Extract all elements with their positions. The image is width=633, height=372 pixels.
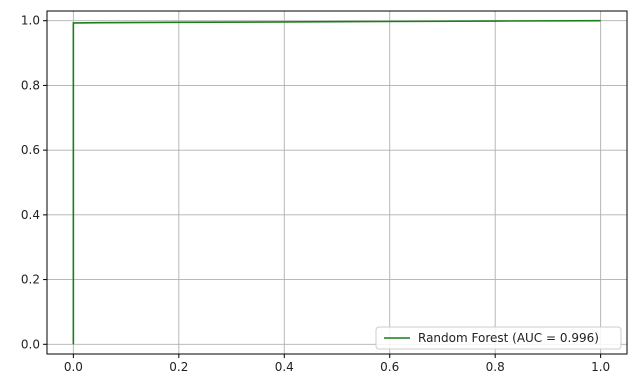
axes-layer: 0.0 0.2 0.4 0.6 0.8 1.0 0.0 0.2 0.4 0.6 0.8 1.0 [21, 10, 628, 372]
x-tick-label-5: 1.0 [591, 360, 610, 372]
x-tick-label-1: 0.2 [169, 360, 188, 372]
y-tick-label-4: 0.8 [21, 78, 40, 92]
x-tick-label-3: 0.6 [380, 360, 399, 372]
legend: Random Forest (AUC = 0.996) [375, 326, 622, 350]
y-tick-label-3: 0.6 [21, 143, 40, 157]
grid-layer [47, 11, 627, 354]
y-tick-label-2: 0.4 [21, 208, 40, 222]
y-tick-label-0: 0.0 [21, 337, 40, 351]
series-line-0 [72, 19, 601, 345]
y-tick-label-1: 0.2 [21, 273, 40, 287]
legend-label-0: Random Forest (AUC = 0.996) [418, 331, 599, 345]
plot-frame [46, 10, 628, 355]
x-tick-label-4: 0.8 [486, 360, 505, 372]
y-tick-label-5: 1.0 [21, 14, 40, 28]
x-tick-label-0: 0.0 [64, 360, 83, 372]
x-tick-label-2: 0.4 [275, 360, 294, 372]
series-layer [72, 19, 601, 345]
legend-box [375, 326, 622, 350]
